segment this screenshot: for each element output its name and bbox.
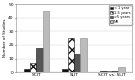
Bar <box>43 11 49 72</box>
Bar <box>62 69 68 72</box>
Bar <box>68 38 74 72</box>
Bar <box>118 67 125 72</box>
Legend: < 1 year, 1-5 years, >5 years, NR: < 1 year, 1-5 years, >5 years, NR <box>109 5 131 25</box>
Bar <box>24 69 30 72</box>
Bar <box>30 63 36 72</box>
Bar <box>74 54 80 72</box>
Bar <box>36 48 43 72</box>
Bar <box>80 38 87 72</box>
Bar <box>106 71 112 72</box>
Y-axis label: Number of Studies: Number of Studies <box>3 19 7 57</box>
Bar <box>100 71 106 72</box>
Bar <box>112 71 118 72</box>
